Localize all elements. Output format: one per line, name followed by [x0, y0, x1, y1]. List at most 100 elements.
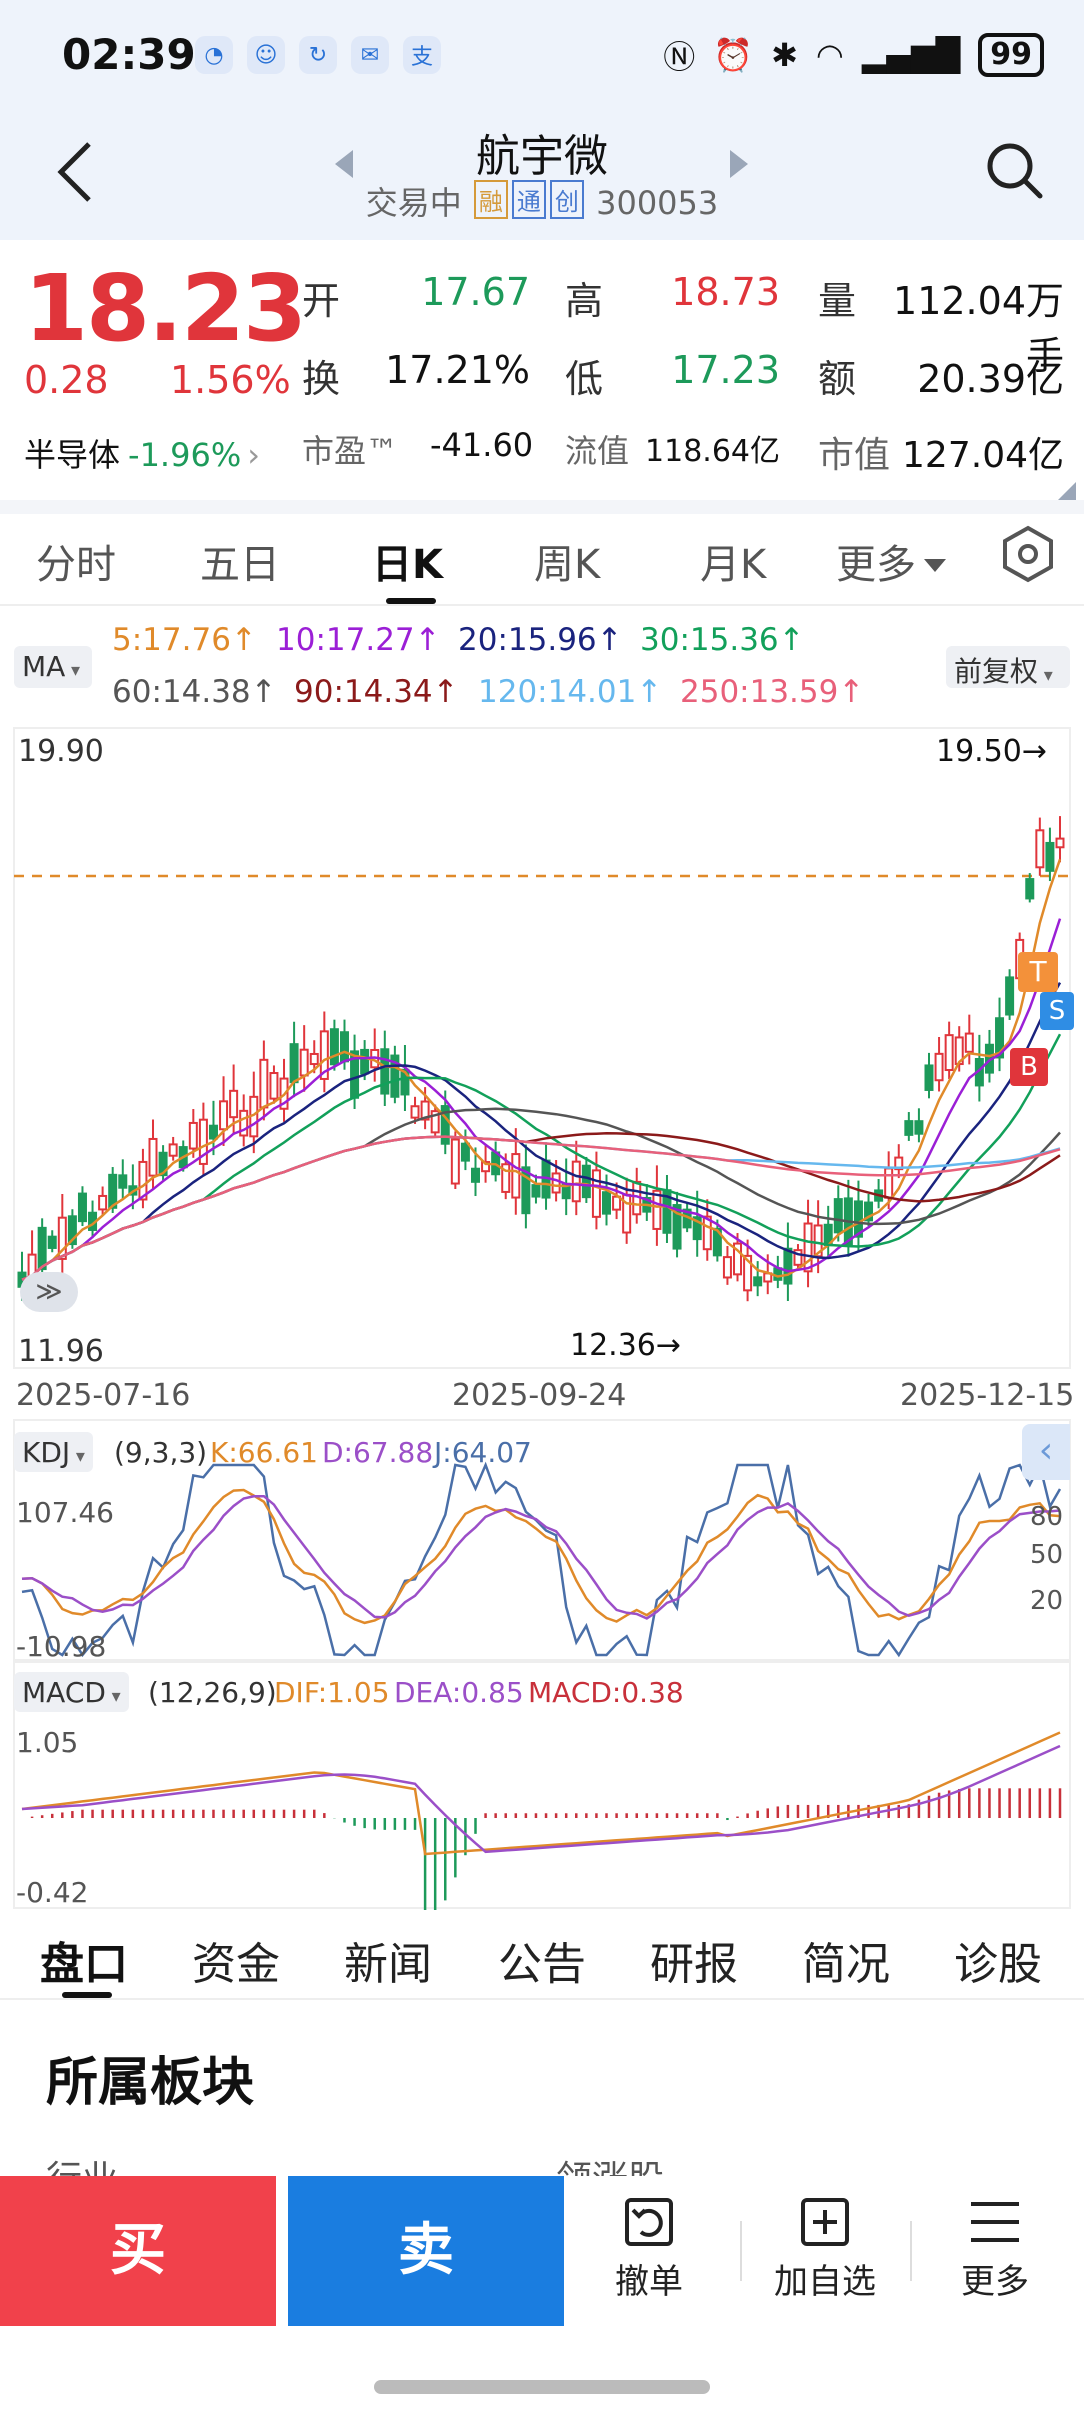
- divider: [910, 2221, 912, 2281]
- settings-hex-icon[interactable]: [998, 524, 1058, 584]
- candle: [168, 1136, 178, 1161]
- candle: [269, 1065, 279, 1104]
- search-icon[interactable]: [984, 140, 1044, 200]
- buy-button[interactable]: 买: [0, 2176, 276, 2326]
- quote-panel: 18.23 0.28 1.56% 开 17.67 高 18.73 量 112.0…: [0, 240, 1084, 510]
- candle: [450, 1131, 460, 1190]
- more-button[interactable]: 更多: [910, 2176, 1080, 2326]
- tab-research[interactable]: 研报: [650, 1939, 738, 1990]
- amount-label: 额: [818, 357, 857, 401]
- macd-selector[interactable]: MACD ▾: [14, 1672, 129, 1712]
- candle: [77, 1186, 87, 1227]
- tab-five-day[interactable]: 五日: [200, 542, 280, 588]
- mkt-cap-value: 127.04亿: [902, 435, 1064, 476]
- candle: [733, 1233, 743, 1282]
- candle: [833, 1185, 843, 1242]
- sync-icon: ↻: [299, 36, 337, 74]
- macd-params: (12,26,9): [148, 1676, 277, 1709]
- ma-30: 30:15.36↑: [640, 622, 805, 658]
- pe-value: -41.60: [430, 426, 534, 464]
- kdj-d: D:67.88: [322, 1436, 434, 1469]
- bluetooth-icon: ✱: [771, 36, 798, 74]
- candle: [491, 1141, 501, 1182]
- candle: [138, 1148, 148, 1209]
- tab-monthly-k[interactable]: 月K: [700, 542, 767, 588]
- home-indicator[interactable]: [374, 2380, 710, 2394]
- message-icon: ✉: [351, 36, 389, 74]
- period-low-mark: 12.36→: [570, 1328, 682, 1363]
- section-title: 所属板块: [46, 2053, 255, 2113]
- ma-20: 20:15.96↑: [458, 622, 623, 658]
- signal-icon: ▂▄▆█: [861, 36, 961, 74]
- candle: [88, 1200, 98, 1239]
- candle: [541, 1142, 551, 1210]
- open-value: 17.67: [421, 270, 530, 314]
- macd-bottom: -0.42: [16, 1876, 89, 1909]
- tab-diagnosis[interactable]: 诊股: [954, 1939, 1042, 1990]
- candle: [380, 1030, 390, 1106]
- back-icon[interactable]: [55, 140, 95, 214]
- prev-stock-icon[interactable]: [335, 150, 353, 178]
- ma-120: 120:14.01↑: [478, 674, 663, 710]
- tab-announcements[interactable]: 公告: [498, 1939, 586, 1990]
- kdj-line: [21, 1461, 1062, 1658]
- tab-funds[interactable]: 资金: [192, 1939, 280, 1990]
- kdj-bottom: -10.98: [16, 1630, 107, 1663]
- candle: [47, 1230, 57, 1253]
- tab-profile[interactable]: 简况: [802, 1939, 890, 1990]
- candle: [773, 1255, 783, 1289]
- period-high-mark: 19.50→: [936, 734, 1048, 769]
- kdj-line: [21, 1494, 1061, 1620]
- chart-area[interactable]: 19.90 19.50→ 11.96 12.36→ 2025-07-16 202…: [0, 720, 1084, 1910]
- candle: [853, 1180, 863, 1251]
- macd-lines: [21, 1731, 1061, 1856]
- tab-weekly-k[interactable]: 周K: [534, 542, 601, 588]
- float-cap-label: 流值: [565, 432, 630, 470]
- scroll-left-icon[interactable]: ≫: [20, 1272, 78, 1312]
- high-value: 18.73: [671, 270, 780, 314]
- tab-news[interactable]: 新闻: [344, 1939, 432, 1990]
- add-watchlist-label: 加自选: [774, 2262, 876, 2302]
- kdj-frame: [13, 1419, 1071, 1661]
- candle: [743, 1239, 753, 1302]
- candle: [390, 1045, 400, 1104]
- marker-s[interactable]: S: [1040, 992, 1074, 1030]
- kline-frame: [13, 727, 1071, 1369]
- ma-line: [21, 918, 1062, 1281]
- macd-top: 1.05: [16, 1726, 79, 1759]
- alarm-icon: ⏰: [713, 36, 754, 74]
- adjust-selector[interactable]: 前复权 ▾: [946, 646, 1070, 688]
- kdj-level-80: 80: [1030, 1502, 1064, 1532]
- volume-label: 量: [818, 279, 857, 323]
- low-value: 17.23: [671, 348, 780, 392]
- tab-daily-k[interactable]: 日K: [372, 542, 443, 588]
- candle: [410, 1096, 420, 1124]
- sector-link[interactable]: 半导体 -1.96% ›: [24, 430, 260, 476]
- y-max-label: 19.90: [18, 734, 104, 769]
- candle: [823, 1205, 833, 1258]
- macd-line: [21, 1731, 1061, 1856]
- marker-b[interactable]: B: [1010, 1048, 1048, 1086]
- kdj-selector[interactable]: KDJ ▾: [14, 1432, 93, 1472]
- tag-margin: 融: [473, 180, 508, 219]
- macd-line: [21, 1744, 1061, 1854]
- tab-intraday[interactable]: 分时: [36, 542, 116, 588]
- next-stock-icon[interactable]: [730, 150, 748, 178]
- tab-handicap[interactable]: 盘口: [40, 1939, 128, 1990]
- ma-line: [21, 1132, 1061, 1281]
- kdj-level-20: 20: [1030, 1586, 1064, 1616]
- collapse-indicator-icon[interactable]: ‹: [1022, 1424, 1070, 1480]
- nfc-icon: Ⓝ: [663, 38, 696, 76]
- sell-button[interactable]: 卖: [288, 2176, 564, 2326]
- marker-t[interactable]: T: [1018, 952, 1058, 992]
- add-watchlist-button[interactable]: 加自选: [740, 2176, 910, 2326]
- expand-corner-icon[interactable]: [1058, 482, 1076, 500]
- candle: [722, 1246, 732, 1285]
- chevron-down-icon: [924, 559, 946, 572]
- tab-more[interactable]: 更多: [836, 532, 946, 590]
- ma-selector[interactable]: MA ▾: [14, 646, 92, 688]
- status-right: Ⓝ ⏰ ✱ ◠ ▂▄▆█ 99: [663, 32, 1044, 78]
- adjust-label: 前复权: [954, 655, 1039, 688]
- cancel-order-button[interactable]: 撤单: [564, 2176, 734, 2326]
- candle: [995, 997, 1005, 1072]
